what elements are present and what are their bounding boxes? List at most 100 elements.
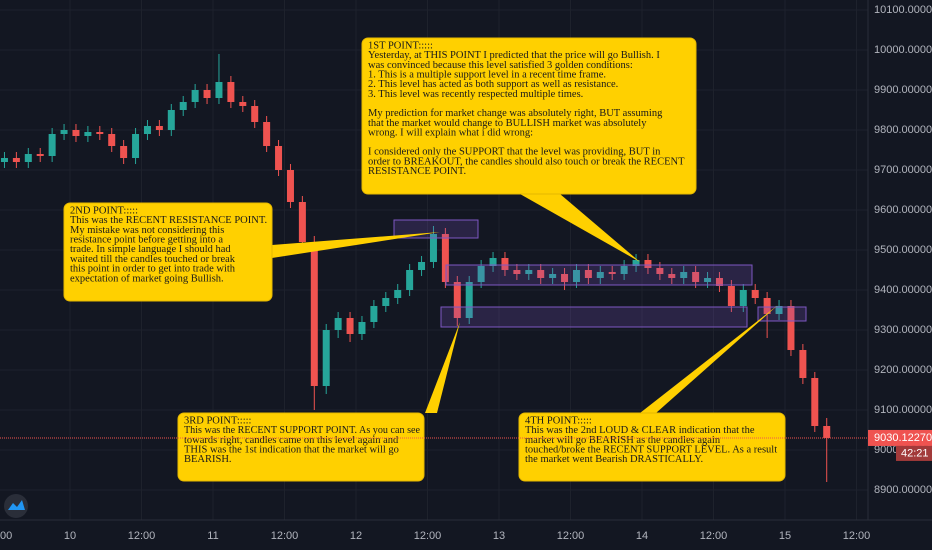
last-price-box xyxy=(868,429,932,446)
callout-text: wrong. I will explain what i did wrong: xyxy=(368,128,533,139)
y-tick-label: 9100.00000 xyxy=(874,404,932,416)
candle-body xyxy=(239,102,247,106)
candle-body xyxy=(715,278,723,286)
candle-body xyxy=(644,260,652,268)
candle-body xyxy=(441,234,449,282)
logo-mark xyxy=(8,500,25,510)
callout-text: trade. In simple language I should had xyxy=(70,244,231,255)
callout-text: the market went Bearish DRASTICALLY. xyxy=(525,454,703,465)
candle-body xyxy=(286,170,294,202)
candle-body xyxy=(275,146,283,170)
x-tick-label: 12:00 xyxy=(414,530,442,542)
candle-body xyxy=(155,126,163,130)
callout-text: This was the 2nd LOUD & CLEAR indication… xyxy=(525,425,755,436)
y-tick-label: 9200.00000 xyxy=(874,364,932,376)
callout-text: 2ND POINT::::: xyxy=(70,205,138,216)
candle-body xyxy=(48,134,56,156)
zone xyxy=(440,306,748,328)
candle-body xyxy=(739,290,747,306)
zone xyxy=(393,219,479,239)
callout-text: waited till the candles touched or break xyxy=(70,254,236,265)
x-tick-label: 10 xyxy=(64,530,76,542)
countdown-box xyxy=(896,445,932,461)
candle-body xyxy=(310,242,318,386)
candle-body xyxy=(84,132,92,136)
candle-body xyxy=(108,134,116,146)
callout-pointer xyxy=(520,194,640,262)
callout-box xyxy=(361,37,697,195)
candle-body xyxy=(584,270,592,278)
candle-body xyxy=(596,272,604,278)
candle-body xyxy=(811,378,819,426)
x-tick-label: 00 xyxy=(0,530,12,542)
candle-body xyxy=(406,270,414,290)
x-tick-label: 14 xyxy=(636,530,648,542)
callout-text: expectation of market going Bullish. xyxy=(70,273,224,284)
candle-body xyxy=(394,290,402,298)
candle-body xyxy=(132,134,140,158)
candle-body xyxy=(179,102,187,110)
callout-text: My prediction for market change was abso… xyxy=(368,108,663,119)
candle-body xyxy=(489,258,497,266)
callout-text: 3. This level was recently respected mul… xyxy=(368,89,583,100)
candle-body xyxy=(322,330,330,386)
candle-body xyxy=(799,350,807,378)
countdown-label: 42:21 xyxy=(901,447,929,459)
candle-body xyxy=(12,158,20,162)
zone xyxy=(757,306,807,322)
candle-body xyxy=(203,90,211,98)
candle-body xyxy=(96,132,104,134)
candle-body xyxy=(549,274,557,278)
x-tick-label: 11 xyxy=(207,530,218,542)
candle-body xyxy=(382,298,390,306)
y-tick-label: 8900.00000 xyxy=(874,484,932,496)
logo[interactable] xyxy=(4,494,28,518)
callout-text: 1. This is a multiple support level in a… xyxy=(368,70,606,81)
x-tick-label: 12:00 xyxy=(128,530,156,542)
candle-body xyxy=(346,318,354,334)
callout-text: This was the RECENT SUPPORT POINT. As yo… xyxy=(184,425,420,436)
candle-body xyxy=(572,270,580,282)
callout-text: 1ST POINT::::: xyxy=(368,40,433,51)
candle-body xyxy=(632,260,640,266)
candle-body xyxy=(620,266,628,274)
candle-body xyxy=(36,154,44,156)
candle-body xyxy=(727,286,735,306)
candle-body xyxy=(227,82,235,102)
y-tick-label: 9800.00000 xyxy=(874,124,932,136)
callout-text: THIS was the 1st indication that the mar… xyxy=(184,445,399,456)
candle-body xyxy=(429,234,437,262)
callout-text: My mistake was not considering this xyxy=(70,225,224,236)
callout-text: 4TH POINT::::: xyxy=(525,415,592,426)
candle-body xyxy=(692,272,700,282)
x-tick-label: 12:00 xyxy=(557,530,585,542)
candle-body xyxy=(263,122,271,146)
candle-body xyxy=(60,130,68,134)
callout-text: that the market would change to BULLISH … xyxy=(368,118,647,129)
callout-text: was convinced because this level satisfi… xyxy=(368,60,633,71)
callout-text: I considered only the SUPPORT that the l… xyxy=(368,147,661,158)
candle-body xyxy=(561,274,569,282)
candle-body xyxy=(513,270,521,274)
candle-body xyxy=(465,282,473,318)
y-tick-label: 9900.00000 xyxy=(874,84,932,96)
candle-body xyxy=(763,298,771,314)
candle-body xyxy=(823,426,831,438)
y-tick-label: 9400.00000 xyxy=(874,284,932,296)
callout-text: 2. This level has acted as both support … xyxy=(368,79,618,90)
callout-text: towards right, candles came on this leve… xyxy=(184,435,399,446)
callout-box xyxy=(518,412,786,482)
callout-text: resistance point before getting into a xyxy=(70,235,223,246)
candle-body xyxy=(656,268,664,274)
annotations: 1ST POINT:::::Yesterday, at THIS POINT I… xyxy=(63,37,786,482)
candle-body xyxy=(72,130,80,136)
callout-box xyxy=(177,412,425,482)
candle-body xyxy=(358,322,366,334)
candle-body xyxy=(668,274,676,278)
x-tick-label: 12:00 xyxy=(700,530,728,542)
candle-body xyxy=(704,278,712,282)
x-tick-label: 12:00 xyxy=(271,530,299,542)
candle-body xyxy=(537,270,545,278)
candle-body xyxy=(191,90,199,102)
